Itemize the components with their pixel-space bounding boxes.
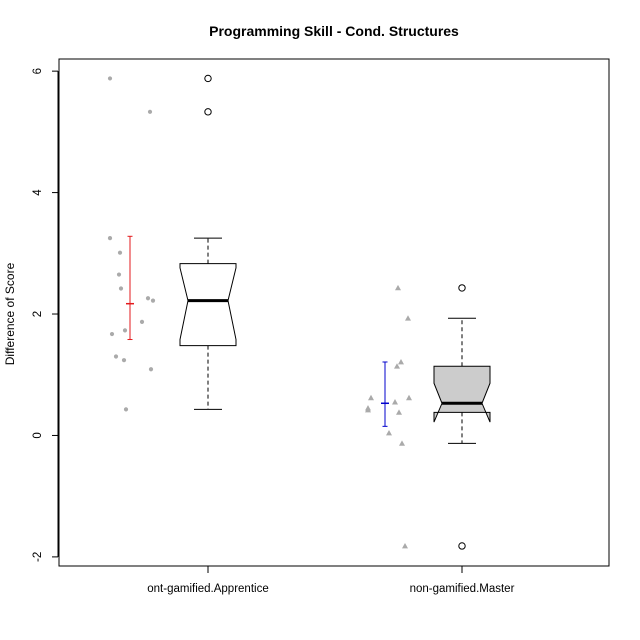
data-point <box>396 409 402 415</box>
data-point <box>394 363 400 369</box>
y-tick-label: 0 <box>32 432 44 438</box>
y-tick-label: -2 <box>32 552 44 562</box>
data-point <box>392 399 398 405</box>
data-point <box>122 328 128 333</box>
plot-frame <box>58 58 610 567</box>
y-axis-label: Difference of Score <box>3 262 17 365</box>
data-point <box>405 315 411 321</box>
notched-box <box>179 263 237 347</box>
data-point <box>107 76 113 81</box>
data-point <box>398 358 404 365</box>
data-point <box>148 367 154 372</box>
x-tick-label: ont-gamified.Apprentice <box>147 583 268 595</box>
y-tick-label: 6 <box>32 68 44 74</box>
data-point <box>395 284 401 291</box>
data-point <box>368 394 374 401</box>
outlier-point <box>204 108 212 116</box>
data-point <box>116 272 122 277</box>
box-groups <box>107 74 491 550</box>
outlier-point <box>458 542 466 550</box>
data-point <box>123 407 129 412</box>
x-axis: ont-gamified.Apprentice non-gamified.Mast… <box>147 566 515 595</box>
data-point <box>109 331 115 337</box>
notched-box <box>433 365 491 423</box>
group-2 <box>365 284 491 550</box>
data-point <box>139 319 145 325</box>
data-point <box>150 298 156 303</box>
data-point <box>147 109 153 114</box>
data-point <box>145 296 151 301</box>
data-point <box>118 286 124 291</box>
data-point <box>402 542 408 549</box>
data-point <box>107 236 113 241</box>
y-tick-label: 2 <box>32 311 44 317</box>
y-tick-label: 4 <box>32 189 44 196</box>
outlier-point <box>458 284 466 292</box>
data-point <box>386 430 392 436</box>
data-point <box>365 406 371 413</box>
chart-title: Programming Skill - Cond. Structures <box>209 23 459 39</box>
data-point <box>117 250 123 255</box>
group-1 <box>107 74 237 412</box>
y-axis: -2 0 2 4 6 <box>32 68 59 562</box>
x-tick-label: non-gamified.Master <box>410 583 515 595</box>
data-point <box>113 354 119 359</box>
data-point <box>406 394 412 401</box>
data-point <box>121 358 127 363</box>
data-point <box>399 440 405 446</box>
outlier-point <box>204 74 212 83</box>
